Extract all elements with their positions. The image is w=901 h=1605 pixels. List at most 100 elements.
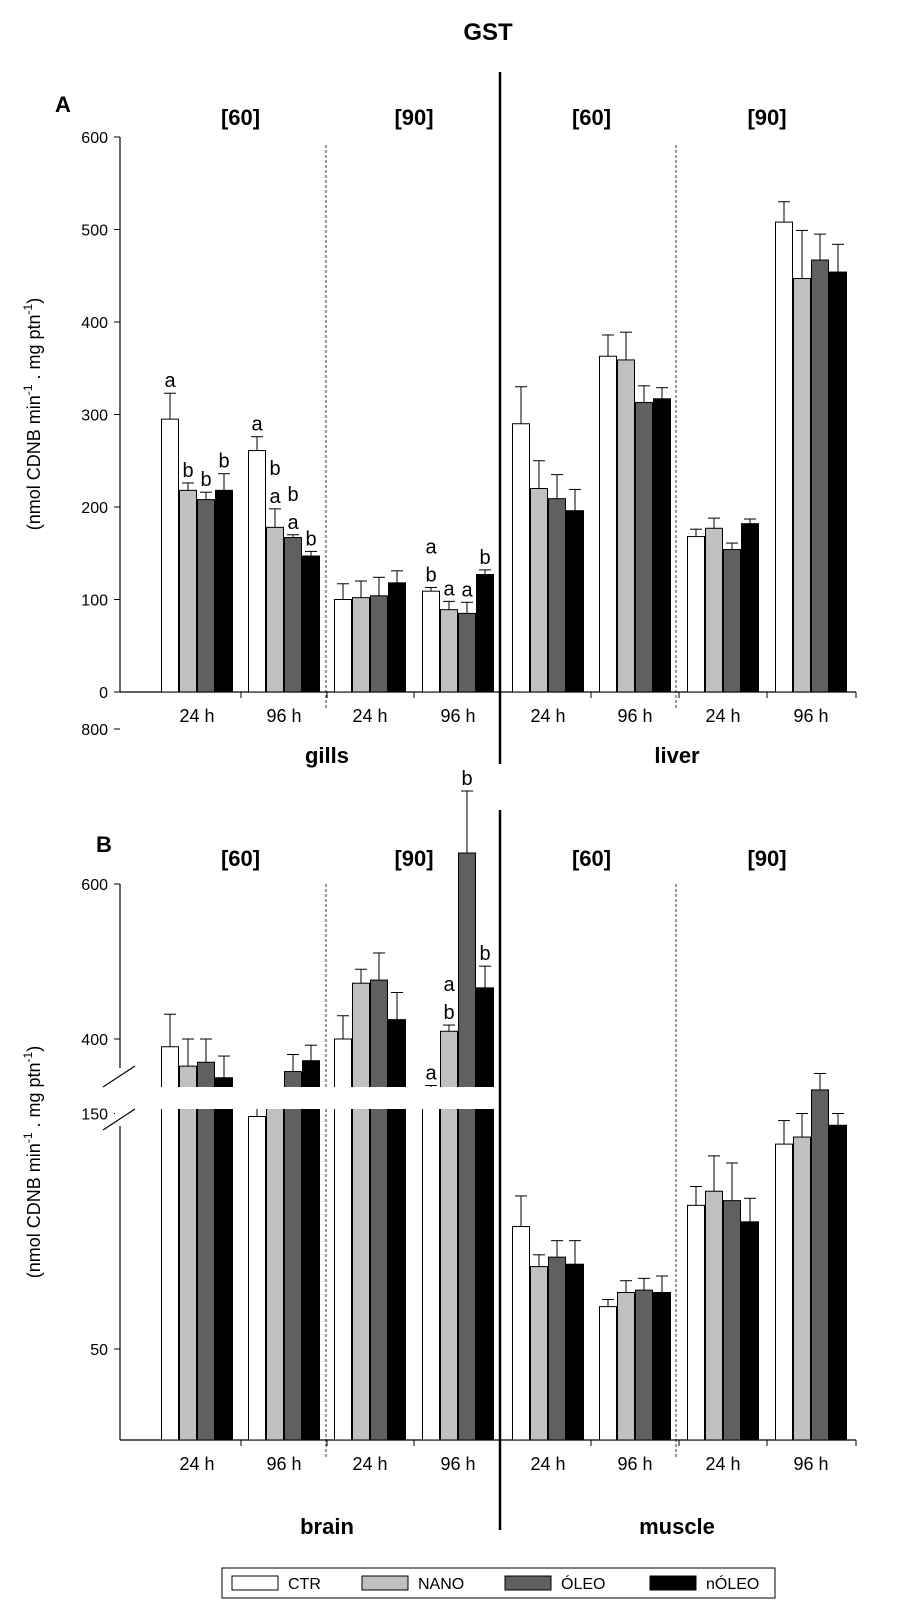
legend-label-nano: NANO (418, 1576, 464, 1593)
x-tick-label: 24 h (530, 706, 565, 726)
legend-label-n-leo: nÓLEO (706, 1574, 759, 1593)
x-tick-label: 96 h (440, 706, 475, 726)
significance-letter: b (425, 564, 436, 586)
legend-swatch-n-leo (649, 1575, 697, 1591)
x-tick-label: 96 h (617, 706, 652, 726)
significance-letter: a (425, 536, 437, 558)
concentration-label: [60] (221, 846, 260, 871)
y-axis-label-part: . mg ptn (24, 314, 44, 384)
y-axis-label-part: (nmol CDNB min (24, 395, 44, 530)
bar-ctr (512, 423, 530, 693)
bar-n-leo (741, 523, 759, 693)
bar-leo (635, 401, 653, 693)
bar-nano (617, 1291, 635, 1441)
bar-n-leo (829, 271, 847, 693)
bar-nano (793, 1136, 811, 1441)
bar-nano (179, 1065, 197, 1441)
bar-n-leo (829, 1124, 847, 1441)
y-axis-label-part: ) (24, 1046, 44, 1052)
x-tick-label: 96 h (617, 1454, 652, 1474)
significance-letter: a (425, 1063, 437, 1085)
concentration-label: [90] (747, 105, 786, 130)
y-tick-label: 400 (81, 315, 108, 332)
bar-ctr (775, 221, 793, 693)
bar-leo (811, 259, 829, 693)
y-axis-label-sup: -1 (21, 1051, 35, 1062)
x-tick-label: 24 h (530, 1454, 565, 1474)
significance-letter: b (269, 458, 280, 480)
tissue-label-gills: gills (305, 743, 349, 768)
x-tick-label: 96 h (266, 706, 301, 726)
bar-n-leo (302, 1060, 320, 1441)
bar-leo (197, 499, 215, 693)
figure-title: GST (463, 19, 513, 46)
significance-letter: a (443, 578, 455, 600)
legend-swatch-nano (361, 1575, 409, 1591)
bar-n-leo (741, 1221, 759, 1441)
bar-leo (635, 1289, 653, 1441)
bar-nano (705, 1190, 723, 1441)
y-tick-label: 500 (81, 223, 108, 240)
x-tick-label: 24 h (179, 1454, 214, 1474)
bar-ctr (161, 418, 179, 693)
bar-nano (179, 489, 197, 693)
bar-n-leo (566, 510, 584, 693)
y-tick-label: 400 (81, 1032, 108, 1049)
y-axis-label-part: ) (24, 298, 44, 304)
y-tick-label: 100 (81, 593, 108, 610)
bar-nano (617, 359, 635, 693)
legend-swatch-ctr (231, 1575, 279, 1591)
significance-letter: b (182, 460, 193, 482)
x-tick-label: 24 h (179, 706, 214, 726)
bar-nano (266, 526, 284, 693)
bar-n-leo (653, 1291, 671, 1441)
bar-n-leo (653, 398, 671, 693)
x-tick-label: 96 h (793, 1454, 828, 1474)
panel-letter: A (55, 92, 71, 117)
y-axis-label: (nmol CDNB min-1 . mg ptn-1) (21, 1046, 44, 1278)
significance-letter: a (461, 579, 473, 601)
tissue-label-liver: liver (654, 743, 700, 768)
tissue-label-brain: brain (300, 1514, 354, 1539)
bar-leo (370, 595, 388, 693)
bar-n-leo (566, 1263, 584, 1441)
bar-ctr (599, 1306, 617, 1441)
legend-label-leo: ÓLEO (561, 1574, 605, 1593)
concentration-label: [60] (572, 846, 611, 871)
x-tick-label: 96 h (266, 1454, 301, 1474)
significance-letter: b (218, 451, 229, 473)
bar-ctr (775, 1143, 793, 1441)
bar-n-leo (388, 582, 406, 693)
tissue-label-muscle: muscle (639, 1514, 715, 1539)
bar-nano (705, 527, 723, 693)
legend: CTR NANO ÓLEO nÓLEO (221, 1567, 776, 1599)
y-tick-label: 300 (81, 408, 108, 425)
bar-ctr (422, 1088, 440, 1441)
significance-letter: b (479, 547, 490, 569)
significance-letter: a (287, 512, 299, 534)
bar-ctr (248, 450, 266, 693)
bar-nano (440, 609, 458, 693)
significance-letter: b (479, 943, 490, 965)
bar-n-leo (388, 1019, 406, 1441)
significance-letter: b (287, 484, 298, 506)
bar-leo (458, 852, 476, 1441)
legend-swatch-leo (504, 1575, 552, 1591)
bar-nano (793, 278, 811, 693)
x-tick-label: 24 h (705, 1454, 740, 1474)
y-axis-label-sup: -1 (21, 303, 35, 314)
y-tick-label: 50 (90, 1342, 108, 1359)
bar-ctr (422, 590, 440, 693)
bar-ctr (687, 536, 705, 693)
y-axis-label-sup: -1 (21, 1132, 35, 1143)
bar-leo (284, 537, 302, 693)
bar-leo (548, 498, 566, 693)
bar-nano (352, 982, 370, 1441)
significance-letter: b (200, 469, 211, 491)
bar-leo (723, 1200, 741, 1441)
x-tick-label: 24 h (352, 1454, 387, 1474)
y-tick-label: 150 (81, 1107, 108, 1124)
